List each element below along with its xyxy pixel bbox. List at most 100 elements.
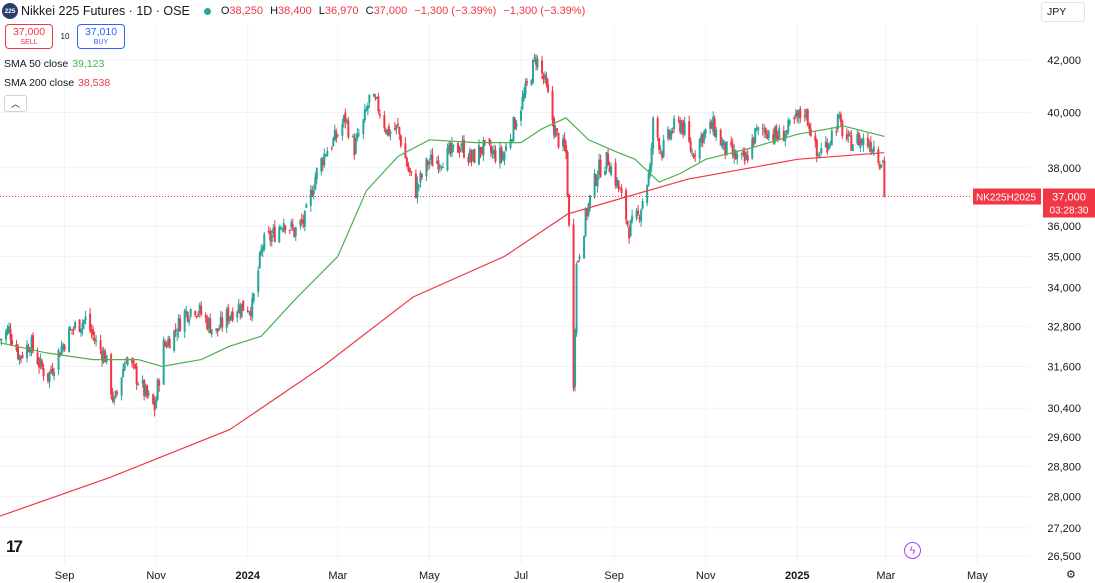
candle [51, 363, 54, 376]
candle [114, 390, 117, 399]
candle [572, 218, 575, 392]
x-tick-label: 2025 [785, 570, 809, 582]
candle [84, 310, 87, 325]
candle [204, 312, 207, 324]
candle [847, 130, 850, 143]
candle [479, 146, 482, 159]
candle [583, 235, 586, 259]
candle [524, 78, 527, 99]
candle [314, 172, 317, 191]
candle [419, 170, 422, 188]
candle [521, 90, 524, 111]
symbol-badge[interactable]: 225 [2, 3, 18, 19]
market-status-dot[interactable] [203, 7, 211, 15]
candle [650, 142, 653, 172]
sma200-legend[interactable]: SMA 200 close 38,538 [4, 77, 111, 89]
candle [353, 133, 356, 160]
candle [194, 310, 197, 318]
candle [658, 137, 661, 155]
candle [523, 87, 526, 102]
candle [461, 135, 464, 153]
candle [814, 130, 817, 148]
candle [616, 177, 619, 189]
candle [608, 161, 611, 173]
candle [683, 116, 686, 136]
lightning-icon[interactable]: ϟ [904, 542, 921, 559]
candle [407, 161, 410, 173]
collapse-legend-button[interactable]: ︿ [4, 95, 27, 112]
candle [593, 169, 596, 199]
candle [766, 129, 769, 140]
candle [342, 114, 345, 128]
candle [365, 105, 368, 112]
candle [269, 227, 272, 246]
gear-icon[interactable]: ⚙ [1066, 569, 1076, 581]
sma200-value: 38,538 [78, 77, 111, 89]
candle [92, 325, 95, 341]
sma50-value: 39,123 [72, 58, 105, 70]
candle [767, 129, 770, 141]
candle [661, 150, 664, 161]
candle [26, 339, 29, 363]
symbol-title[interactable]: Nikkei 225 Futures · 1D · OSE [21, 4, 190, 18]
candle [377, 92, 380, 115]
candle [533, 53, 536, 62]
candle [746, 149, 749, 164]
candle [278, 224, 281, 244]
candle [131, 357, 134, 368]
sell-button[interactable]: 37,000 SELL [5, 24, 53, 49]
open-value: 38,250 [229, 5, 264, 17]
candle [372, 93, 375, 97]
candle [5, 329, 8, 345]
candle [113, 395, 116, 405]
candle [156, 377, 159, 402]
candle [880, 164, 883, 169]
candle [526, 78, 529, 87]
price-tag-symbol: NK225H2025 [976, 193, 1036, 204]
candle [797, 109, 800, 124]
candle [839, 111, 842, 127]
candle [848, 131, 851, 137]
candle [646, 184, 649, 207]
candle [871, 148, 874, 153]
candle [808, 122, 811, 136]
candle [68, 326, 71, 353]
candle [820, 142, 823, 156]
y-tick-label: 32,800 [1047, 321, 1081, 333]
sma50-legend[interactable]: SMA 50 close 39,123 [4, 58, 105, 70]
candle [491, 146, 494, 159]
x-tick-label: May [419, 570, 440, 582]
candle [249, 306, 252, 321]
candle [185, 306, 188, 318]
currency-selector[interactable]: JPY [1041, 2, 1085, 22]
candle [680, 119, 683, 136]
candle [21, 351, 24, 360]
candle [399, 133, 402, 149]
candle [239, 302, 242, 320]
candle [90, 323, 93, 339]
candle [146, 384, 149, 399]
candle [354, 134, 357, 155]
candle [835, 126, 838, 136]
candle [198, 302, 201, 318]
candle [520, 106, 523, 126]
candle [386, 129, 389, 137]
y-tick-label: 34,000 [1047, 283, 1081, 295]
candle [63, 343, 66, 352]
x-tick-label: Mar [328, 570, 347, 582]
candle [300, 213, 303, 227]
candle [553, 116, 556, 140]
candle [542, 72, 545, 85]
candle [120, 377, 123, 401]
candle [515, 120, 518, 131]
candle [206, 314, 209, 331]
buy-button[interactable]: 37,010 BUY [77, 24, 125, 49]
candle [299, 218, 302, 230]
candle [326, 147, 329, 157]
candle [794, 108, 797, 120]
candle [78, 319, 81, 333]
tradingview-logo-icon[interactable]: 17 [6, 537, 23, 556]
candle [267, 226, 270, 234]
candle [725, 141, 728, 156]
